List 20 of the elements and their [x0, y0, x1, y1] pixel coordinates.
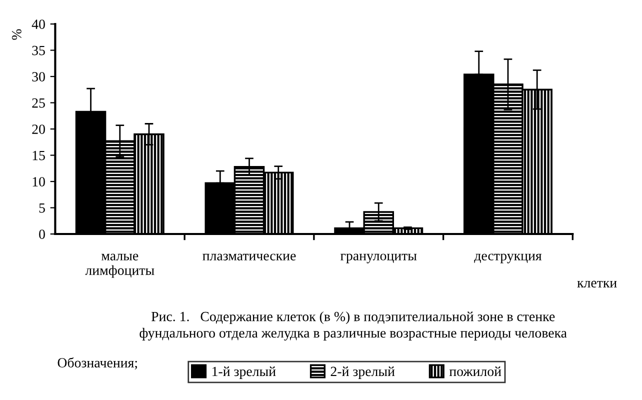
y-tick-label: 35 [32, 46, 45, 56]
y-axis-title: % [12, 29, 22, 40]
x-tick-label: деструкция [474, 254, 542, 264]
legend-label: пожилой [449, 366, 502, 376]
y-tick-label: 0 [39, 230, 45, 239]
legend-label: 1-й зрелый [212, 366, 276, 379]
y-tick-label: 25 [32, 98, 45, 108]
x-tick-label: малые лимфоциты [85, 254, 154, 278]
x-axis-title: клетки [577, 280, 617, 288]
x-tick-label: плазматические [202, 254, 296, 260]
y-tick-label: 10 [32, 177, 45, 186]
text: Рис. 1. Содержание клеток (в %) в подэпителиальной зоне в стенке фундального отдела желудка в различные возрастные периоды человека [140, 311, 567, 341]
y-tick-label: 40 [32, 20, 45, 29]
y-tick-label: 5 [39, 203, 45, 213]
y-tick-label: 15 [32, 150, 45, 160]
legend-label: 2-й зрелый [330, 366, 395, 379]
x-tick-label: гранулоциты [340, 254, 417, 264]
y-tick-label: 20 [32, 124, 45, 134]
y-tick-label: 30 [32, 72, 45, 82]
legend-title: Обозначения; [58, 357, 137, 370]
